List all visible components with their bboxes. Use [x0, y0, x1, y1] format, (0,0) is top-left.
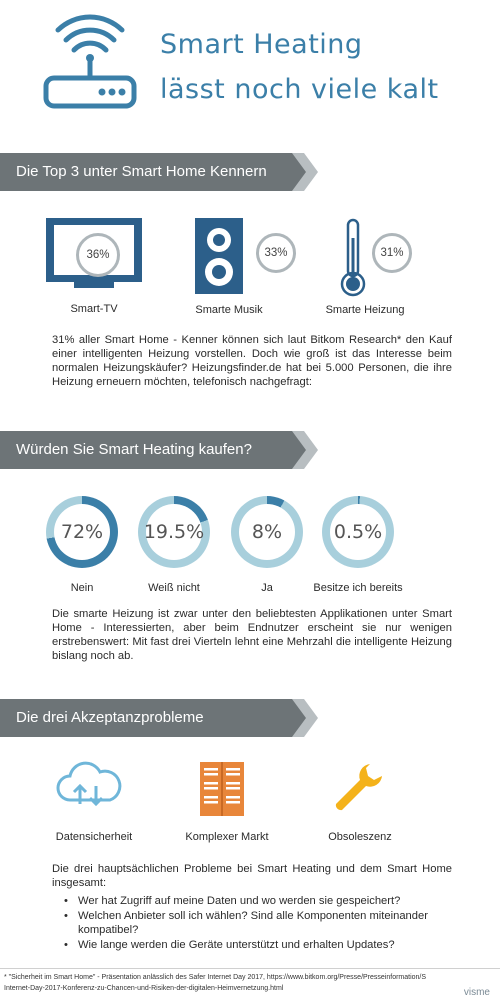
- brand-logo: visme: [461, 987, 492, 998]
- ring-label-besitze: Besitze ich bereits: [313, 582, 403, 594]
- speaker-icon: [195, 218, 243, 294]
- speaker-percent: 33%: [256, 233, 296, 273]
- thermometer-icon: [340, 218, 366, 297]
- problem-label-obsoleszenz: Obsoleszenz: [328, 831, 392, 843]
- problem-label-komplexer-markt: Komplexer Markt: [185, 831, 269, 843]
- thermometer-percent: 31%: [372, 233, 412, 273]
- ring-label-weiss-nicht: Weiß nicht: [148, 582, 200, 594]
- page-title-line1: Smart Heating: [160, 29, 363, 60]
- problem-item: Welchen Anbieter soll ich wählen? Sind a…: [64, 909, 460, 937]
- ring-besitze: 0.5%: [322, 496, 394, 568]
- cloud-sync-icon: [56, 761, 122, 807]
- section1-text: 31% aller Smart Home - Kenner können sic…: [52, 334, 452, 388]
- ring-value: 0.5%: [330, 504, 386, 560]
- section1-heading: Die Top 3 unter Smart Home Kennern: [0, 153, 306, 191]
- footer-line2: Internet-Day-2017-Konferenz-zu-Chancen-u…: [4, 985, 284, 992]
- ring-weiss-nicht: 19.5%: [138, 496, 210, 568]
- ring-label-ja: Ja: [261, 582, 273, 594]
- section2-text: Die smarte Heizung ist zwar unter den be…: [52, 608, 452, 662]
- ring-value: 8%: [239, 504, 295, 560]
- ring-nein: 72%: [46, 496, 118, 568]
- ring-value: 19.5%: [144, 504, 204, 560]
- section2-heading: Würden Sie Smart Heating kaufen?: [0, 431, 306, 469]
- tv-label: Smart-TV: [70, 303, 118, 315]
- tv-percent: 36%: [76, 233, 120, 277]
- footer-source: * "Sicherheit im Smart Home" - Präsentat…: [0, 968, 500, 1000]
- ring-value: 72%: [54, 504, 110, 560]
- speaker-label: Smarte Musik: [195, 304, 263, 316]
- problem-item: Wie lange werden die Geräte unterstützt …: [64, 938, 460, 952]
- problem-list: Wer hat Zugriff auf meine Daten und wo w…: [64, 894, 460, 953]
- thermometer-label: Smarte Heizung: [325, 304, 405, 316]
- section3-intro: Die drei hauptsächlichen Probleme bei Sm…: [52, 863, 452, 889]
- server-icon: [200, 762, 244, 816]
- ring-label-nein: Nein: [70, 582, 94, 594]
- wrench-icon: [335, 764, 382, 811]
- router-wifi-icon: [43, 14, 137, 109]
- section3-heading: Die drei Akzeptanzprobleme: [0, 699, 306, 737]
- page-title-line2: lässt noch viele kalt: [160, 74, 439, 105]
- problem-label-datensicherheit: Datensicherheit: [55, 831, 133, 843]
- ring-ja: 8%: [231, 496, 303, 568]
- footer-line1: * "Sicherheit im Smart Home" - Präsentat…: [4, 974, 427, 981]
- problem-item: Wer hat Zugriff auf meine Daten und wo w…: [64, 894, 460, 908]
